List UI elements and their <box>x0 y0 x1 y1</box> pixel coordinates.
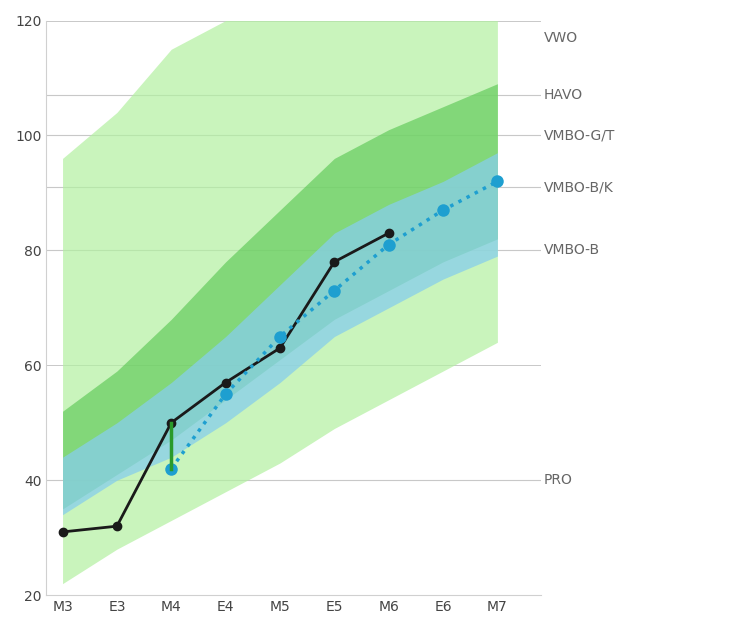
Text: VWO: VWO <box>544 31 578 45</box>
Text: PRO: PRO <box>544 473 572 487</box>
Text: VMBO-B/K: VMBO-B/K <box>544 180 614 194</box>
Text: HAVO: HAVO <box>544 88 583 102</box>
Text: VMBO-B: VMBO-B <box>544 243 600 257</box>
Text: VMBO-G/T: VMBO-G/T <box>544 128 615 142</box>
